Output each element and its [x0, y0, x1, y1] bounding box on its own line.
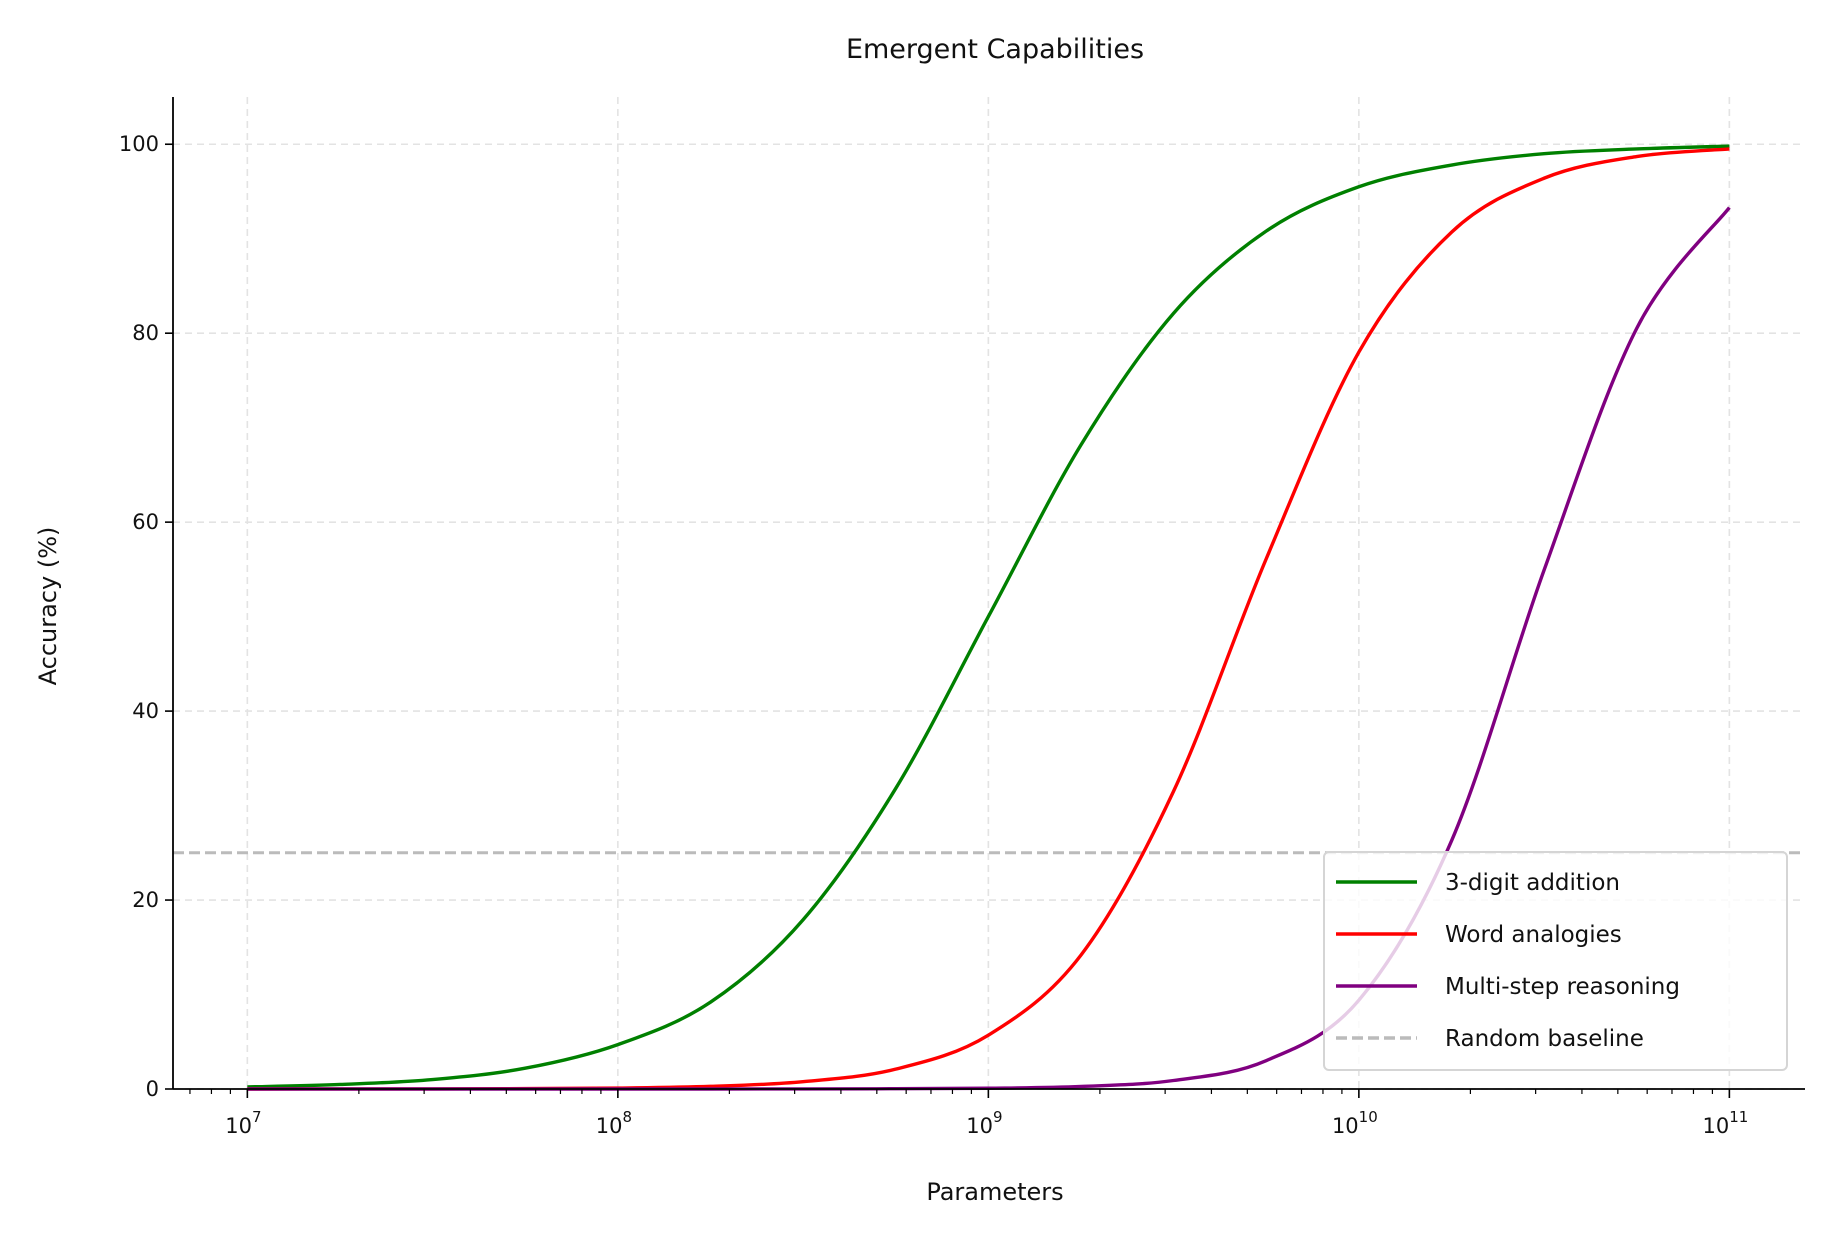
- axes: 0 20 40 60 80 100 107 108 109 1010 1011: [119, 97, 1805, 1138]
- y-tick-label: 100: [119, 132, 159, 156]
- x-axis-label: Parameters: [926, 1178, 1063, 1206]
- x-tick-label: 1010: [1332, 1108, 1378, 1138]
- legend-label: Random baseline: [1445, 1026, 1644, 1052]
- legend-box: [1323, 851, 1788, 1071]
- legend-label: Multi-step reasoning: [1445, 974, 1680, 1000]
- series-line-0: [247, 144, 1730, 1089]
- legend-label: Word analogies: [1445, 922, 1622, 948]
- x-tick-label: 107: [225, 1108, 261, 1138]
- legend: 3-digit addition Word analogies Multi-step…: [1323, 851, 1788, 1071]
- x-tick-label: 109: [966, 1108, 1002, 1138]
- y-tick-label: 60: [132, 510, 159, 534]
- chart-title: Emergent Capabilities: [846, 34, 1144, 65]
- y-axis-label: Accuracy (%): [34, 527, 62, 686]
- legend-label: 3-digit addition: [1445, 870, 1620, 896]
- x-tick-label: 108: [596, 1108, 632, 1138]
- y-tick-label: 80: [132, 321, 159, 345]
- y-tick-label: 20: [132, 888, 159, 912]
- y-tick-label: 40: [132, 699, 159, 723]
- x-tick-label: 1011: [1702, 1108, 1748, 1138]
- y-tick-label: 0: [146, 1077, 159, 1101]
